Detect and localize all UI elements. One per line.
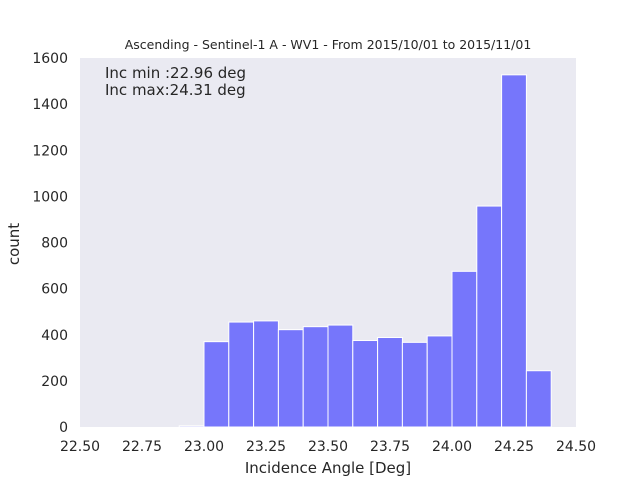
histogram-bar-14 bbox=[525, 370, 552, 428]
y-tick-labels: 0 200 400 600 800 1000 1200 1400 1600 bbox=[32, 51, 68, 436]
y-tick-label-2: 400 bbox=[41, 328, 68, 344]
histogram-bar-12 bbox=[476, 205, 503, 428]
histogram-bar-8 bbox=[377, 337, 403, 428]
y-tick-label-1: 200 bbox=[41, 374, 68, 390]
histogram-bar-9 bbox=[401, 341, 428, 428]
x-tick-label-7: 24.25 bbox=[494, 439, 534, 455]
histogram-bar-13 bbox=[501, 74, 527, 428]
x-tick-label-8: 24.50 bbox=[556, 439, 596, 455]
y-tick-label-8: 1600 bbox=[32, 51, 68, 67]
x-tick-label-4: 23.50 bbox=[308, 439, 348, 455]
y-tick-label-5: 1000 bbox=[32, 189, 68, 205]
histogram-bar-5 bbox=[302, 326, 329, 428]
x-tick-label-2: 23.00 bbox=[184, 439, 224, 455]
y-tick-label-6: 1200 bbox=[32, 143, 68, 159]
histogram-bar-6 bbox=[327, 324, 354, 428]
y-tick-label-0: 0 bbox=[59, 420, 68, 436]
histogram-bar-3 bbox=[253, 320, 279, 428]
bars-group bbox=[178, 74, 552, 428]
y-tick-label-7: 1400 bbox=[32, 97, 68, 113]
y-tick-label-4: 800 bbox=[41, 236, 68, 252]
chart-title: Ascending - Sentinel-1 A - WV1 - From 20… bbox=[125, 37, 532, 52]
histogram-bar-1 bbox=[203, 341, 230, 428]
x-tick-label-5: 23.75 bbox=[370, 439, 410, 455]
x-tick-label-6: 24.00 bbox=[432, 439, 472, 455]
x-tick-label-0: 22.50 bbox=[60, 439, 100, 455]
histogram-bar-4 bbox=[277, 329, 304, 428]
histogram-bar-7 bbox=[352, 340, 379, 428]
histogram-bar-2 bbox=[228, 321, 255, 428]
x-axis-label: Incidence Angle [Deg] bbox=[245, 459, 411, 477]
x-tick-labels: 22.50 22.75 23.00 23.25 23.50 23.75 24.00 24.25… bbox=[60, 439, 596, 455]
histogram-bar-11 bbox=[451, 270, 478, 428]
inc-max-annotation: Inc max:24.31 deg bbox=[105, 81, 246, 99]
y-tick-label-3: 600 bbox=[41, 282, 68, 298]
x-tick-label-3: 23.25 bbox=[246, 439, 286, 455]
y-axis-label: count bbox=[5, 223, 23, 265]
x-tick-label-1: 22.75 bbox=[122, 439, 162, 455]
inc-min-annotation: Inc min :22.96 deg bbox=[105, 64, 246, 82]
histogram-bar-10 bbox=[426, 335, 453, 428]
histogram-bar-0 bbox=[178, 425, 205, 428]
